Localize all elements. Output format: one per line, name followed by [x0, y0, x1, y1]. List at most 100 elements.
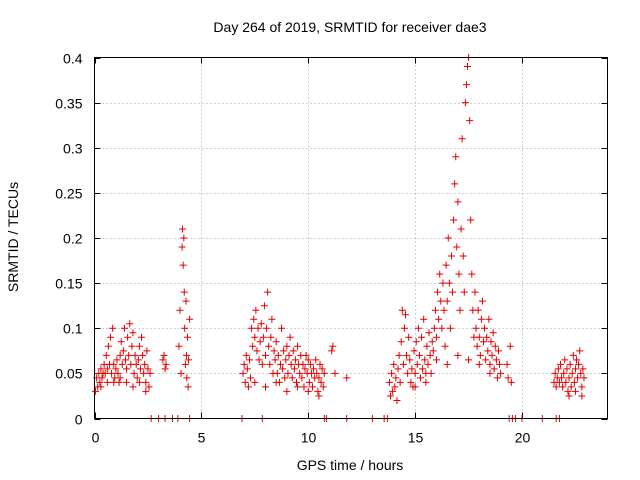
data-point [551, 369, 559, 377]
data-point [272, 338, 280, 346]
chart-title: Day 264 of 2019, SRMTID for receiver dae… [213, 19, 486, 35]
data-point [558, 374, 566, 382]
data-point [117, 338, 125, 346]
data-point [285, 351, 293, 359]
data-point [559, 383, 567, 391]
data-point [491, 342, 499, 350]
data-point [309, 383, 317, 391]
data-point [477, 315, 485, 323]
data-point [113, 356, 121, 364]
data-point [250, 315, 258, 323]
data-point [412, 338, 420, 346]
data-point [177, 369, 185, 377]
data-point [143, 347, 151, 355]
data-point [310, 365, 318, 373]
data-point [296, 369, 304, 377]
data-points [92, 54, 588, 422]
data-point [146, 369, 154, 377]
data-point [279, 365, 287, 373]
y-tick-label: 0.25 [55, 186, 82, 202]
data-point [436, 270, 444, 278]
y-tick-label: 0.2 [63, 231, 83, 247]
data-point [144, 365, 152, 373]
data-point [257, 320, 265, 328]
x-tick-label: 10 [301, 430, 317, 446]
data-point [460, 288, 468, 296]
data-point [312, 356, 320, 364]
data-point [402, 311, 410, 319]
data-point [125, 351, 133, 359]
data-point [97, 365, 105, 373]
data-point [245, 356, 253, 364]
data-point [429, 347, 437, 355]
data-point [466, 117, 474, 125]
data-point [304, 387, 312, 395]
data-point [483, 333, 491, 341]
data-point [135, 378, 143, 386]
data-point [97, 383, 105, 391]
data-point [121, 356, 129, 364]
data-point [444, 234, 452, 242]
data-point [267, 333, 275, 341]
data-point [306, 360, 314, 368]
data-point [315, 392, 323, 400]
data-point [253, 347, 261, 355]
data-point [186, 315, 194, 323]
data-point [180, 234, 188, 242]
y-tick-label: 0.4 [63, 51, 83, 67]
data-point [487, 338, 495, 346]
data-point [141, 360, 149, 368]
data-point [114, 369, 122, 377]
x-tick-label: 0 [92, 430, 100, 446]
data-point [161, 365, 169, 373]
data-point [98, 374, 106, 382]
data-point [416, 374, 424, 382]
data-point [181, 324, 189, 332]
data-point [410, 347, 418, 355]
data-point [445, 279, 453, 287]
data-point [123, 378, 131, 386]
data-point [472, 324, 480, 332]
data-point [266, 360, 274, 368]
data-point [560, 369, 568, 377]
data-point [132, 360, 140, 368]
data-point [492, 356, 500, 364]
data-point [503, 360, 511, 368]
data-point [450, 216, 458, 224]
data-point [298, 374, 306, 382]
data-point [136, 365, 144, 373]
data-point [563, 365, 571, 373]
data-point [459, 252, 467, 260]
data-point [562, 378, 570, 386]
data-point [393, 396, 401, 404]
y-tick-label: 0.15 [55, 276, 82, 292]
data-point [422, 369, 430, 377]
data-point [506, 342, 514, 350]
data-point [251, 333, 259, 341]
data-point [420, 315, 428, 323]
y-axis-label: SRMTID / TECUs [5, 182, 21, 292]
data-point [256, 338, 264, 346]
data-point [577, 369, 585, 377]
data-point [259, 333, 267, 341]
data-point [494, 347, 502, 355]
data-point [160, 351, 168, 359]
data-point [415, 351, 423, 359]
data-point [112, 365, 120, 373]
data-point [405, 333, 413, 341]
data-point [276, 360, 284, 368]
data-point [496, 360, 504, 368]
data-point [452, 153, 460, 161]
data-point [268, 315, 276, 323]
data-point [414, 324, 422, 332]
data-point [434, 288, 442, 296]
data-point [305, 378, 313, 386]
data-point [438, 324, 446, 332]
data-point [119, 347, 127, 355]
plot-border [94, 57, 608, 419]
data-point [447, 252, 455, 260]
data-point [292, 378, 300, 386]
data-point [179, 225, 187, 233]
data-point [281, 374, 289, 382]
